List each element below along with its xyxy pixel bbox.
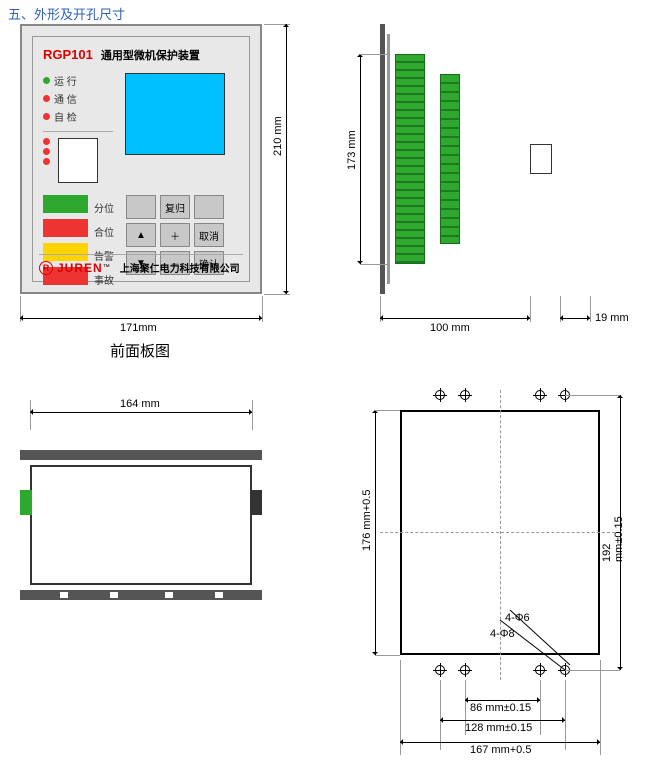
cutout-view: 4-Φ6 4-Φ8 176 mm+0.5 192 mm±0.15 86 mm±0… (340, 380, 630, 760)
brand-logo-icon: R (39, 261, 53, 275)
key-cancel[interactable]: 取消 (194, 223, 224, 247)
dim-arrow (286, 24, 287, 294)
side-led-icon (43, 158, 50, 165)
key-blank[interactable] (194, 195, 224, 219)
dim-arrow (360, 54, 361, 264)
dim-arrow (560, 318, 590, 319)
brand-name: JUREN (57, 261, 103, 275)
company-name: 上海聚仁电力科技有限公司 (120, 260, 240, 275)
hole-spec: 4-Φ6 (505, 612, 530, 624)
key-up[interactable]: ▲ (126, 223, 156, 247)
dim-label: 86 mm±0.15 (470, 702, 531, 714)
mount-hole-icon (535, 390, 545, 400)
close-button[interactable] (43, 219, 88, 237)
btn-label: 合位 (94, 224, 114, 239)
key-reset[interactable]: 复归 (160, 195, 190, 219)
open-button[interactable] (43, 195, 88, 213)
dim-label: 210 mm (272, 116, 284, 156)
dim-label: 176 mm+0.5 (361, 490, 373, 551)
led-self-icon (43, 113, 50, 120)
dim-label: 164 mm (120, 398, 160, 410)
hole-spec: 4-Φ8 (490, 628, 515, 640)
dim-arrow (465, 700, 540, 701)
dim-label: 167 mm+0.5 (470, 744, 531, 756)
top-view (20, 430, 262, 630)
product-name: 通用型微机保护装置 (101, 47, 200, 63)
dim-arrow (380, 318, 530, 319)
key-plus[interactable]: ＋ (160, 223, 190, 247)
btn-label: 分位 (94, 200, 114, 215)
dim-arrow (375, 410, 376, 655)
main-screen (125, 73, 225, 155)
status-leds: 运 行 通 信 自 检 (43, 73, 113, 132)
led-label: 运 行 (54, 73, 77, 88)
dim-label: 173 mm (346, 130, 358, 170)
page-title: 五、外形及开孔尺寸 (8, 4, 125, 23)
dim-arrow (400, 742, 600, 743)
dim-label: 19 mm (595, 312, 629, 324)
led-comm-icon (43, 95, 50, 102)
dim-arrow (30, 412, 252, 413)
side-led-icon (43, 148, 50, 155)
mount-hole-icon (435, 390, 445, 400)
color-button-column: 分位 合位 告警 事故 (43, 195, 114, 291)
dim-label: 100 mm (430, 322, 470, 334)
mount-hole-icon (435, 665, 445, 675)
key-blank[interactable] (126, 195, 156, 219)
dim-label: 192 mm±0.15 (601, 516, 625, 562)
dim-label: 128 mm±0.15 (465, 722, 532, 734)
dim-arrow (440, 720, 565, 721)
led-label: 通 信 (54, 91, 77, 106)
dim-label: 171mm (120, 322, 157, 334)
dim-arrow (20, 318, 262, 319)
mount-hole-icon (460, 665, 470, 675)
front-caption: 前面板图 (110, 340, 170, 361)
connector-block (440, 74, 460, 244)
side-led-icon (43, 138, 50, 145)
led-label: 自 检 (54, 109, 77, 124)
keypad: 复归 ▲ ＋ 取消 ▼ － 确认 (126, 195, 224, 291)
led-run-icon (43, 77, 50, 84)
connector-block (395, 54, 425, 264)
mount-hole-icon (460, 390, 470, 400)
product-model: RGP101 (43, 47, 93, 62)
side-view: 173 mm (340, 24, 600, 294)
small-display (58, 138, 98, 183)
front-panel: RGP101 通用型微机保护装置 运 行 通 信 自 检 (20, 24, 262, 294)
